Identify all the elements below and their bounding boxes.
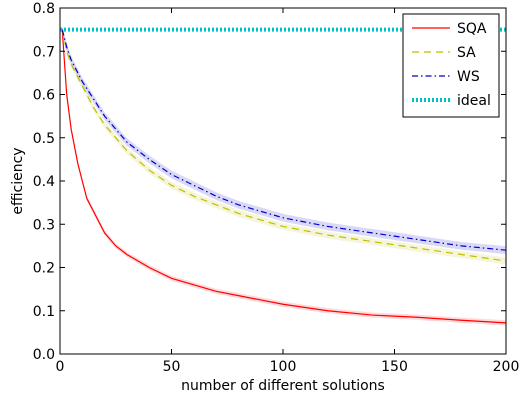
series-line-sa xyxy=(61,29,507,262)
x-tick-label: 100 xyxy=(270,359,297,375)
legend-label-ws: WS xyxy=(457,69,480,85)
x-tick-label: 50 xyxy=(163,359,181,375)
legend-label-sqa: SQA xyxy=(457,21,487,37)
y-axis-ticks: 0.0 0.1 0.2 0.3 0.4 0.5 0.6 0.7 0.8 xyxy=(33,1,506,363)
y-tick-label: 0.2 xyxy=(33,261,55,277)
y-tick-label: 0.6 xyxy=(33,88,55,104)
y-tick-label: 0.1 xyxy=(33,304,55,320)
x-tick-label: 0 xyxy=(56,359,65,375)
y-axis-label: efficiency xyxy=(10,147,26,214)
y-tick-label: 0.7 xyxy=(33,44,55,60)
legend-label-sa: SA xyxy=(457,45,476,61)
legend-box xyxy=(402,13,500,118)
x-tick-label: 200 xyxy=(493,359,520,375)
legend: SQA SA WS ideal xyxy=(402,13,500,118)
y-tick-label: 0.3 xyxy=(33,217,55,233)
y-tick-label: 0.0 xyxy=(33,347,55,363)
series-line-ws xyxy=(61,29,507,251)
y-tick-label: 0.8 xyxy=(33,1,55,17)
series-line-sqa xyxy=(61,29,507,324)
y-tick-label: 0.5 xyxy=(33,131,55,147)
y-tick-label: 0.4 xyxy=(33,174,55,190)
x-axis-ticks: 0 50 100 150 200 xyxy=(56,8,520,375)
series-lines xyxy=(60,27,507,324)
legend-label-ideal: ideal xyxy=(457,93,491,109)
x-tick-label: 150 xyxy=(381,359,408,375)
x-axis-label: number of different solutions xyxy=(181,378,385,394)
